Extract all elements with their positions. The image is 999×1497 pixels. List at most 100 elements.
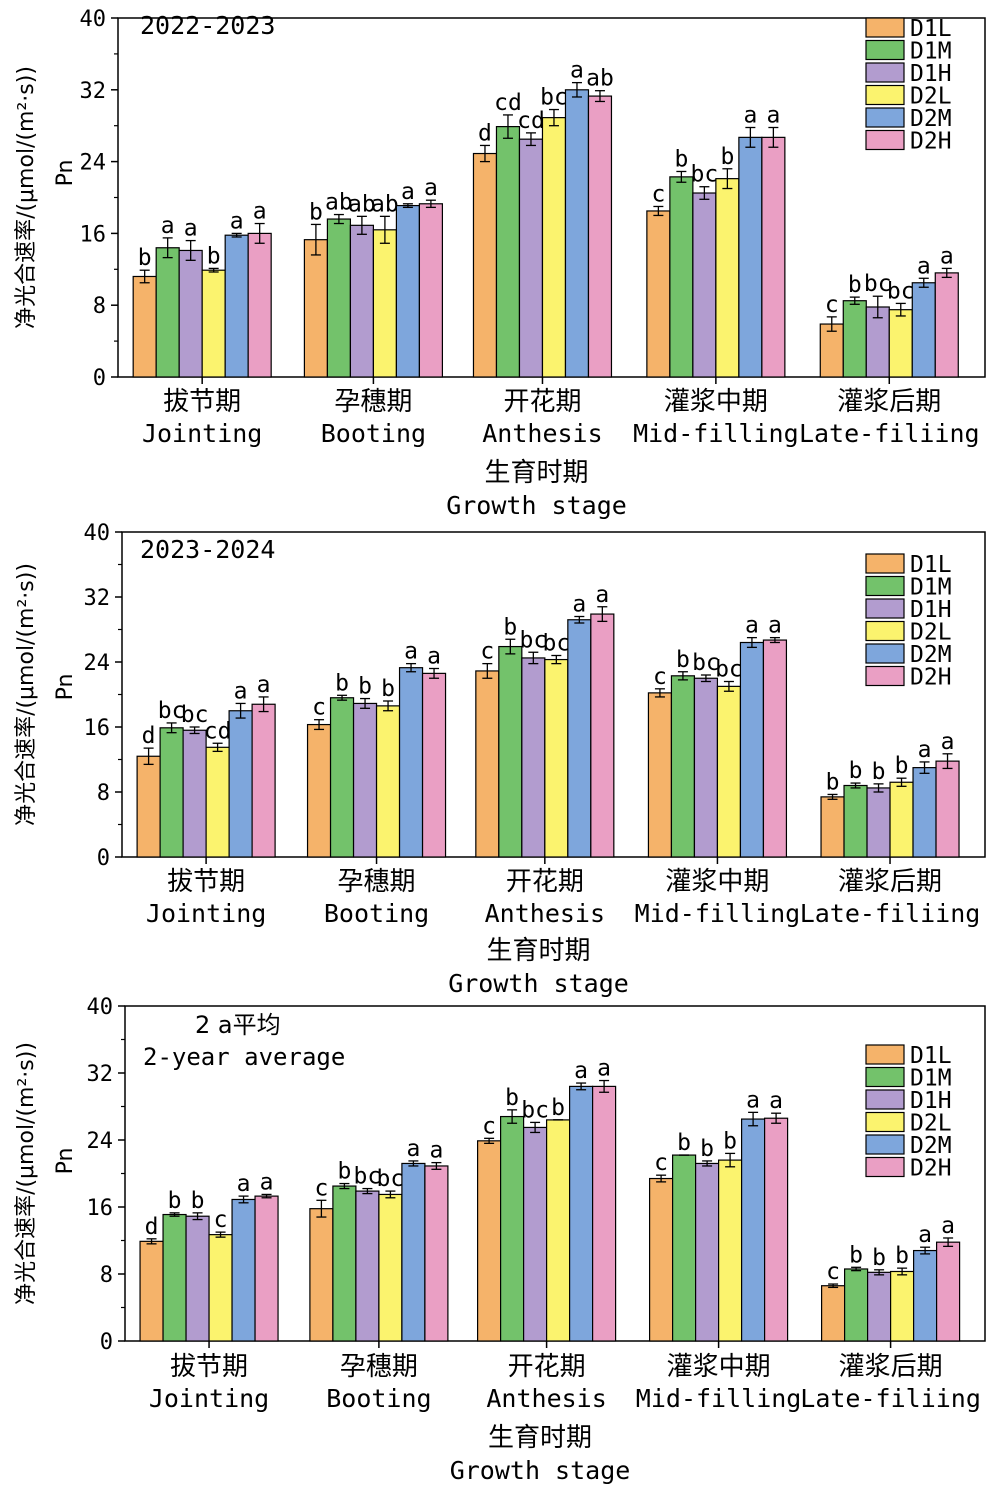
significance-letter: bc (692, 650, 720, 676)
bar-D2L-5 (889, 1270, 915, 1342)
significance-letter: a (918, 1222, 932, 1248)
bar-D2M-2 (398, 667, 424, 858)
x-tick-label-en: Anthesis (485, 899, 605, 928)
x-tick-label: 开花期 (508, 1352, 586, 1382)
bar-D2M-1 (231, 1198, 256, 1342)
significance-letter: bc (181, 702, 209, 728)
bar-D2M-4 (738, 136, 763, 378)
bar-D2L-1 (208, 1234, 233, 1342)
x-tick-label: 开花期 (503, 387, 581, 417)
bar-D2M-1 (228, 710, 253, 858)
y-axis-label: 净光合速率/(μmol/(m²·s)) (14, 66, 39, 329)
bar-D2H-2 (418, 203, 444, 378)
bar-D2H-2 (421, 672, 447, 858)
bar-D2H-5 (935, 1241, 961, 1342)
legend-label: D1H (910, 1088, 952, 1114)
bar-D2H-4 (762, 639, 788, 858)
bar-D1M-1 (159, 727, 184, 858)
y-axis-label-short: Pn (53, 1148, 78, 1175)
x-tick-label: 灌浆后期 (839, 1352, 943, 1382)
bar-D2M-1 (224, 234, 249, 378)
significance-letter: a (404, 639, 418, 665)
bar-D1H-5 (866, 787, 891, 858)
significance-letter: b (674, 146, 688, 172)
bar-D2L-5 (888, 309, 913, 378)
significance-letter: a (257, 672, 271, 698)
legend-label: D2L (910, 1111, 952, 1137)
bar-D2L-2 (375, 705, 401, 858)
significance-letter: d (142, 723, 156, 749)
legend-label: D1H (910, 61, 952, 87)
significance-letter: b (723, 1128, 737, 1154)
legend-label: D1L (910, 552, 952, 578)
bar-D1M-5 (843, 1268, 869, 1342)
significance-letter: a (424, 175, 438, 201)
bar-D1L-4 (647, 692, 673, 858)
significance-letter: bc (354, 1164, 382, 1190)
significance-letter: cd (517, 108, 545, 134)
x-tick-label: 灌浆后期 (838, 867, 942, 897)
significance-letter: a (429, 1138, 443, 1164)
y-axis-label: 净光合速率/(μmol/(m²·s)) (14, 563, 39, 826)
legend-label: D2H (910, 129, 952, 155)
bar-D1M-3 (495, 125, 521, 378)
significance-letter: b (191, 1188, 205, 1214)
legend-label: D2M (910, 106, 952, 132)
significance-letter: bc (521, 1097, 549, 1123)
y-tick-label: 8 (93, 294, 106, 319)
significance-letter: bc (377, 1166, 405, 1192)
significance-letter: a (941, 1213, 955, 1239)
bar-D1L-1 (139, 1240, 164, 1342)
y-tick-label: 24 (87, 1129, 114, 1154)
bar-D2H-5 (935, 760, 960, 858)
bar-D2L-2 (372, 229, 398, 378)
significance-letter: a (595, 582, 609, 608)
significance-letter: b (337, 1159, 351, 1185)
significance-letter: c (314, 1175, 328, 1201)
bar-D1L-5 (820, 796, 845, 858)
legend-swatch-D1M (865, 39, 905, 61)
y-tick-label: 16 (80, 222, 107, 247)
bar-D1H-5 (866, 1271, 892, 1342)
bar-D1L-2 (306, 723, 332, 858)
significance-letter: a (766, 102, 780, 128)
x-tick-label-en: Jointing (146, 899, 266, 928)
legend-label: D1M (910, 575, 952, 601)
bar-D1H-4 (693, 677, 719, 858)
bar-D1H-1 (178, 249, 203, 378)
significance-letter: a (401, 179, 415, 205)
x-axis-label: 生育时期 (486, 936, 590, 966)
significance-letter: b (677, 1130, 691, 1156)
bar-D1L-3 (472, 152, 498, 378)
x-tick-label: 灌浆中期 (664, 387, 768, 417)
bar-D2H-3 (591, 1085, 617, 1342)
x-tick-label: 灌浆后期 (837, 387, 941, 417)
significance-letter: c (480, 639, 494, 665)
bar-D1H-2 (355, 1190, 380, 1342)
legend-swatch-D1M (865, 1066, 905, 1088)
significance-letter: b (849, 758, 863, 784)
x-tick-label-en: Anthesis (486, 1384, 606, 1413)
bar-D2M-5 (912, 767, 937, 858)
bar-D2L-2 (378, 1193, 403, 1342)
significance-letter: a (918, 737, 932, 763)
bar-D1H-4 (692, 192, 717, 378)
x-axis-label: 生育时期 (488, 1423, 592, 1453)
significance-letter: b (335, 670, 349, 696)
legend-swatch-D1L (865, 1044, 905, 1065)
significance-letter: a (574, 1058, 588, 1084)
x-tick-label: 孕穗期 (338, 867, 416, 897)
legend-swatch-D2M (865, 1134, 905, 1155)
significance-letter: a (237, 1171, 251, 1197)
y-tick-label: 8 (100, 1263, 113, 1288)
significance-letter: a (234, 678, 248, 704)
significance-letter: b (358, 674, 372, 700)
legend-label: D1L (910, 16, 952, 42)
x-axis-label: 生育时期 (484, 458, 588, 488)
y-tick-label: 8 (97, 781, 110, 806)
legend-swatch-D2H (865, 129, 905, 151)
significance-letter: a (161, 213, 175, 239)
bar-D2H-3 (587, 95, 613, 378)
bar-D1L-1 (136, 755, 161, 858)
